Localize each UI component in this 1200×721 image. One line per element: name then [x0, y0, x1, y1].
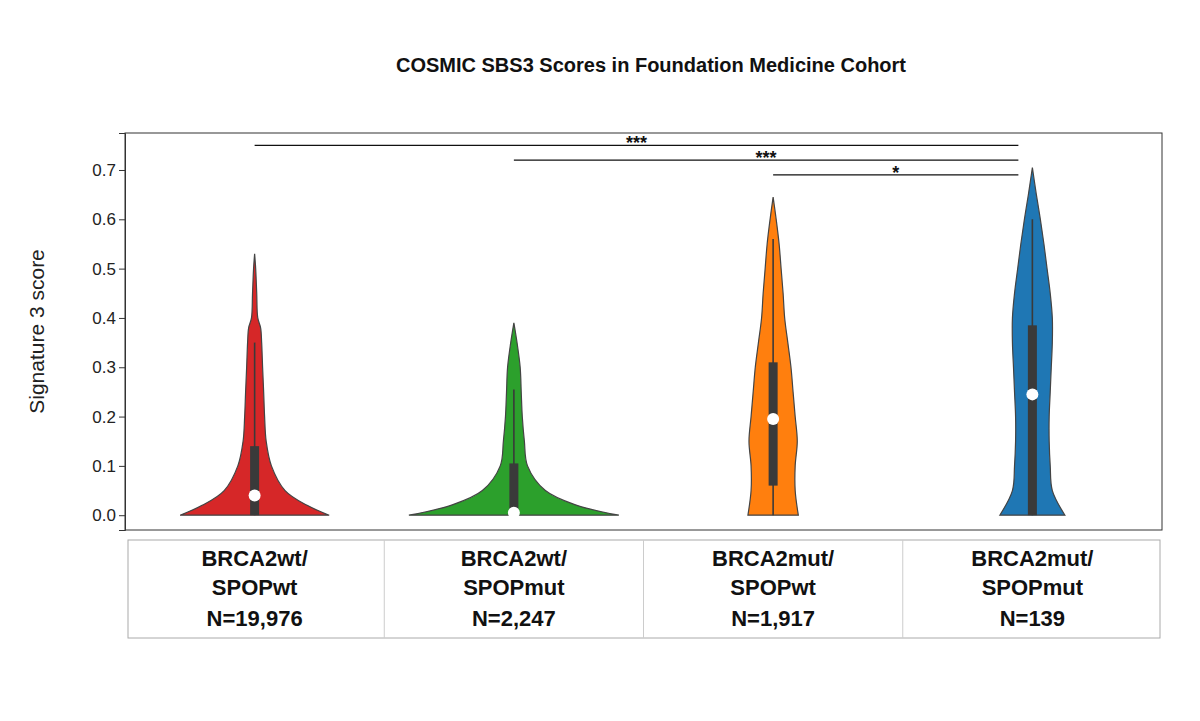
- y-axis-line: [119, 134, 126, 531]
- sample-size-label: N=1,917: [731, 606, 815, 631]
- category-label: BRCA2wt/SPOPmut: [461, 546, 567, 600]
- iqr-box: [250, 446, 259, 515]
- category-label: BRCA2mut/SPOPwt: [712, 546, 834, 600]
- plot-frame: [125, 133, 1162, 530]
- category-label-line: BRCA2wt/: [461, 546, 567, 571]
- significance-label: *: [892, 163, 899, 183]
- y-tick-label: 0.2: [92, 408, 116, 427]
- violins: [180, 168, 1065, 519]
- violin: [1000, 168, 1065, 516]
- y-tick-mark: [119, 367, 125, 368]
- y-tick-label: 0.5: [92, 260, 116, 279]
- y-tick-mark: [119, 417, 125, 418]
- y-tick: 0.3: [92, 358, 125, 377]
- chart: COSMIC SBS3 Scores in Foundation Medicin…: [0, 0, 1200, 721]
- significance-label: ***: [626, 133, 647, 153]
- category-label-line: SPOPmut: [982, 575, 1084, 600]
- y-tick-mark: [119, 515, 125, 516]
- category-table: BRCA2wt/SPOPwt N=19,976 BRCA2wt/SPOPmut N=2…: [128, 540, 1160, 638]
- y-tick: 0.7: [92, 161, 125, 180]
- significance-label: ***: [756, 148, 777, 168]
- y-tick-mark: [119, 318, 125, 319]
- category-label-line: SPOPmut: [463, 575, 565, 600]
- category-label-line: SPOPwt: [212, 575, 298, 600]
- y-tick-label: 0.6: [92, 210, 116, 229]
- violin: [409, 323, 619, 515]
- y-tick: 0.4: [92, 309, 125, 328]
- y-tick: 0.1: [92, 457, 125, 476]
- y-tick: 0.2: [92, 408, 125, 427]
- y-tick-mark: [119, 170, 125, 171]
- table-divider: [643, 540, 644, 638]
- y-tick-mark: [119, 219, 125, 220]
- median: [508, 507, 520, 519]
- median: [249, 489, 261, 501]
- y-tick: 0.6: [92, 210, 125, 229]
- median: [767, 413, 779, 425]
- title: COSMIC SBS3 Scores in Foundation Medicin…: [396, 54, 906, 76]
- sample-size-label: N=19,976: [207, 606, 303, 631]
- iqr-box: [1028, 325, 1037, 515]
- y-tick-mark: [119, 466, 125, 467]
- table-divider: [902, 540, 903, 638]
- category-label-line: BRCA2mut/: [712, 546, 834, 571]
- median: [1026, 388, 1038, 400]
- table-divider: [384, 540, 385, 638]
- y-tick: 0.0: [92, 506, 125, 525]
- sample-size-label: N=2,247: [472, 606, 556, 631]
- y-tick-label: 0.4: [92, 309, 116, 328]
- y-tick-mark: [119, 269, 125, 270]
- category-label: BRCA2mut/SPOPmut: [971, 546, 1093, 600]
- y-tick-label: 0.3: [92, 358, 116, 377]
- y-tick: 0.5: [92, 260, 125, 279]
- category-label-line: BRCA2wt/: [201, 546, 307, 571]
- y-axis-title: Signature 3 score: [25, 249, 48, 414]
- y-tick-label: 0.0: [92, 506, 116, 525]
- category-label-line: SPOPwt: [730, 575, 816, 600]
- violin: [748, 197, 798, 515]
- y-tick-label: 0.1: [92, 457, 116, 476]
- y-tick-label: 0.7: [92, 161, 116, 180]
- category-label: BRCA2wt/SPOPwt: [201, 546, 307, 600]
- table-border: [128, 540, 1160, 638]
- category-label-line: BRCA2mut/: [971, 546, 1093, 571]
- violin: [180, 254, 329, 515]
- sample-size-label: N=139: [1000, 606, 1065, 631]
- significance: *******: [255, 133, 1019, 183]
- y-axis: 0.0 0.1 0.2 0.3 0.4 0.5 0.6 0.7: [92, 134, 125, 531]
